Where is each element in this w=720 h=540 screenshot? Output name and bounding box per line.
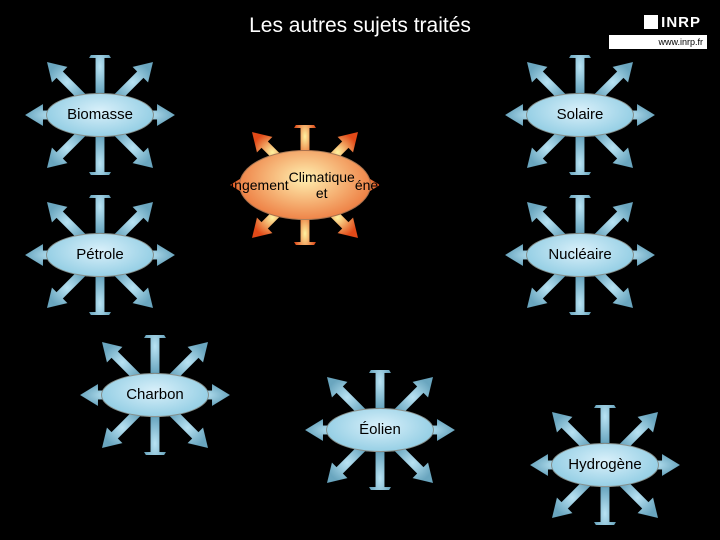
node-label-hydrogene: Hydrogène xyxy=(551,443,659,487)
logo-url: www.inrp.fr xyxy=(609,35,707,49)
node-label-nucleaire: Nucléaire xyxy=(526,233,634,277)
node-eolien: Éolien xyxy=(300,370,460,490)
node-petrole: Pétrole xyxy=(20,195,180,315)
node-nucleaire: Nucléaire xyxy=(500,195,660,315)
node-label-charbon: Charbon xyxy=(101,373,209,417)
inrp-logo: INRP www.inrp.fr xyxy=(608,8,708,48)
node-solaire: Solaire xyxy=(500,55,660,175)
node-biomasse: Biomasse xyxy=(20,55,180,175)
node-label-centre: ChangementClimatique eténergie xyxy=(239,150,371,220)
node-centre: ChangementClimatique eténergie xyxy=(225,125,385,245)
logo-name: INRP xyxy=(661,14,701,31)
node-label-eolien: Éolien xyxy=(326,408,434,452)
node-hydrogene: Hydrogène xyxy=(525,405,685,525)
node-label-petrole: Pétrole xyxy=(46,233,154,277)
node-label-solaire: Solaire xyxy=(526,93,634,137)
node-charbon: Charbon xyxy=(75,335,235,455)
page-title: Les autres sujets traités xyxy=(249,14,471,38)
logo-square-icon xyxy=(644,15,658,29)
node-label-biomasse: Biomasse xyxy=(46,93,154,137)
